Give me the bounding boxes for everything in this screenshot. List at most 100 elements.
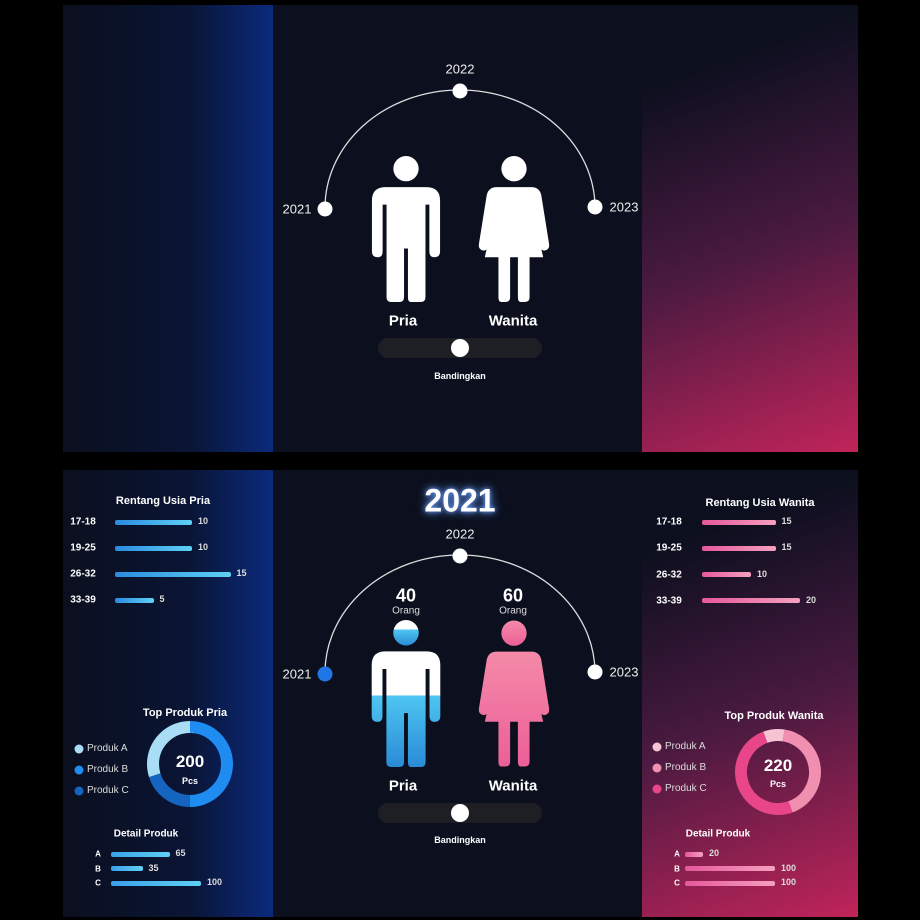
detail-panel: 2021 2022 2021 2023 40 Orang 60 Orang Pr…	[63, 470, 858, 917]
top-product-female-title: Top Produk Wanita	[724, 710, 824, 722]
bar	[115, 519, 192, 525]
year-label-2023: 2023	[609, 199, 639, 215]
bar-value: 15	[236, 568, 247, 578]
bar-value: 10	[757, 568, 768, 579]
bar-value: 10	[198, 542, 209, 552]
legend-dot-icon	[652, 784, 662, 794]
compare-toggle[interactable]	[378, 338, 542, 358]
detail-female-title: Detail Produk	[685, 828, 751, 840]
bar-value: 15	[781, 542, 792, 553]
donut-segment	[735, 729, 821, 815]
timeline-arc	[324, 554, 596, 675]
male-figure-icon	[371, 156, 441, 302]
year-timeline	[317, 83, 603, 302]
toggle-knob[interactable]	[451, 804, 469, 822]
year-timeline	[147, 548, 821, 815]
legend-dot-icon	[74, 786, 84, 796]
bar-value: 100	[781, 877, 797, 887]
bar-label: 17-18	[70, 516, 96, 528]
male-figure-icon	[371, 620, 441, 767]
female-product-unit: Pcs	[769, 779, 787, 789]
bar-value: 5	[159, 594, 165, 604]
male-count: 40	[395, 585, 417, 606]
toggle-knob[interactable]	[451, 339, 469, 357]
bar-label: B	[95, 864, 101, 873]
bar	[111, 851, 170, 857]
bar-value: 15	[781, 516, 792, 526]
bar	[115, 545, 192, 551]
year-dot-2023[interactable]	[587, 664, 603, 680]
year-dot-2021-active[interactable]	[317, 666, 333, 682]
bar-label: 33-39	[656, 595, 682, 607]
bar-value: 20	[806, 594, 817, 605]
legend-dot-icon	[652, 763, 662, 773]
compare-label: Bandingkan	[434, 371, 486, 381]
year-label-2021: 2021	[282, 201, 312, 217]
male-product-total: 200	[175, 752, 205, 771]
bar-label: 19-25	[656, 542, 682, 554]
male-unit: Orang	[392, 605, 420, 617]
age-male-title: Rentang Usia Pria	[115, 495, 211, 507]
legend-item: Produk C	[87, 785, 129, 796]
right-gradient	[642, 5, 858, 452]
bar	[702, 545, 776, 551]
year-dot-2022[interactable]	[452, 548, 468, 564]
male-label: Pria	[388, 777, 418, 795]
female-label: Wanita	[488, 312, 538, 330]
compare-label: Bandingkan	[434, 835, 486, 845]
top-product-female-donut	[735, 729, 821, 815]
bar-label: C	[95, 878, 101, 888]
timeline-arc	[324, 89, 596, 210]
female-unit: Orang	[499, 605, 527, 617]
legend-item: Produk A	[87, 743, 128, 754]
bar	[702, 598, 800, 604]
female-product-total: 220	[763, 756, 793, 775]
year-dot-2022[interactable]	[452, 83, 468, 99]
legend-dot-icon	[74, 744, 84, 754]
bar-label: 26-32	[656, 569, 682, 581]
bar	[111, 880, 201, 886]
left-gradient	[63, 470, 273, 917]
year-label-2021: 2021	[282, 666, 312, 682]
right-gradient	[642, 470, 858, 917]
top-product-male-donut	[147, 721, 233, 807]
detail-male-title: Detail Produk	[113, 828, 179, 840]
overview-panel: 2022 2021 2023 Pria Wanita Bandingkan	[63, 5, 858, 452]
bar-value: 65	[175, 848, 186, 858]
bar-label: 33-39	[70, 594, 96, 606]
bar-value: 100	[781, 862, 797, 873]
donut-segment	[147, 721, 233, 807]
legend-item: Produk B	[665, 762, 707, 773]
legend-dot-icon	[652, 742, 662, 752]
compare-toggle[interactable]	[378, 803, 542, 823]
male-label: Pria	[388, 312, 418, 330]
legend-dot-icon	[74, 765, 84, 775]
female-label: Wanita	[488, 777, 538, 795]
bar-label: 17-18	[656, 516, 682, 528]
donut-segment	[735, 729, 821, 815]
bar	[115, 571, 231, 577]
bar	[685, 866, 775, 871]
year-dot-2021[interactable]	[317, 201, 333, 217]
year-label-2023: 2023	[609, 664, 639, 680]
bar-label: A	[674, 849, 680, 859]
left-gradient	[63, 5, 273, 452]
bar	[702, 572, 751, 578]
selected-year-title: 2021	[424, 482, 496, 519]
top-product-male-title: Top Produk Pria	[142, 707, 228, 719]
legend-item: Produk C	[665, 783, 707, 794]
year-dot-2023[interactable]	[587, 199, 603, 215]
bar-label: A	[95, 849, 101, 859]
legend-item: Produk B	[87, 764, 129, 775]
bar-value: 35	[148, 862, 159, 873]
female-figure-icon	[478, 620, 550, 767]
bar-value: 100	[207, 877, 223, 887]
legend-item: Produk A	[665, 741, 706, 752]
bar-label: 19-25	[70, 542, 96, 554]
bar-label: C	[674, 878, 680, 888]
female-figure-icon	[478, 156, 550, 302]
bar	[115, 597, 154, 603]
male-product-unit: Pcs	[181, 776, 199, 786]
bar-label: 26-32	[70, 568, 96, 580]
bar	[685, 851, 703, 857]
